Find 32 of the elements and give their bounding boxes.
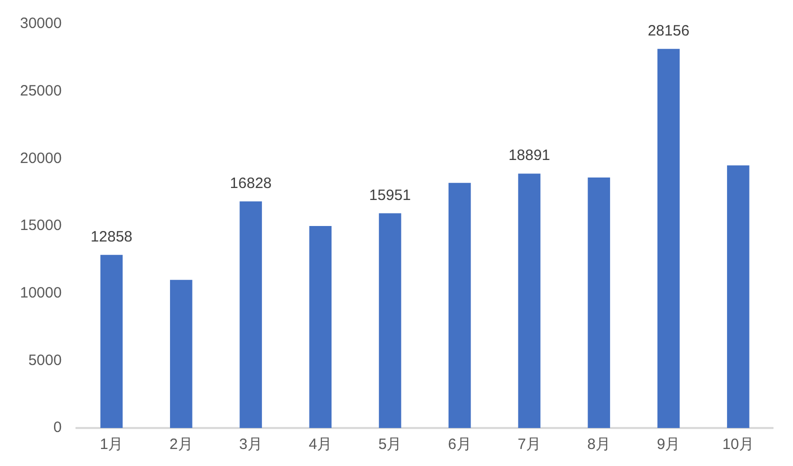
- bar: [657, 48, 680, 428]
- x-tick-label: 3月: [239, 436, 262, 454]
- x-tick-label: 1月: [100, 436, 124, 454]
- x-tick-label: 7月: [518, 436, 541, 454]
- data-label: 12858: [90, 228, 132, 246]
- y-tick-label: 10000: [20, 284, 62, 302]
- bar: [170, 280, 192, 428]
- bar: [588, 178, 610, 428]
- x-tick-label: 5月: [378, 436, 402, 454]
- x-tick-label: 10月: [722, 436, 754, 454]
- y-tick-label: 25000: [20, 82, 62, 100]
- bar: [378, 213, 402, 428]
- y-tick-label: 5000: [28, 352, 62, 369]
- y-tick-label: 30000: [20, 15, 62, 32]
- bar: [240, 201, 262, 428]
- x-tick-label: 4月: [308, 436, 332, 454]
- x-tick-label: 8月: [587, 436, 611, 454]
- y-tick-label: 15000: [20, 217, 62, 234]
- y-tick-label: 0: [53, 419, 62, 436]
- bar: [309, 226, 332, 428]
- x-tick-label: 9月: [656, 436, 680, 454]
- x-tick-label: 6月: [448, 436, 472, 454]
- bar: [448, 182, 471, 428]
- data-label: 16828: [230, 175, 272, 192]
- data-label: 15951: [369, 186, 411, 204]
- bar: [727, 165, 750, 428]
- data-label: 18891: [508, 147, 550, 164]
- bar: [100, 254, 123, 428]
- x-tick-label: 2月: [169, 436, 193, 454]
- data-label: 28156: [648, 22, 690, 40]
- bar: [518, 174, 540, 428]
- y-tick-label: 20000: [20, 150, 62, 167]
